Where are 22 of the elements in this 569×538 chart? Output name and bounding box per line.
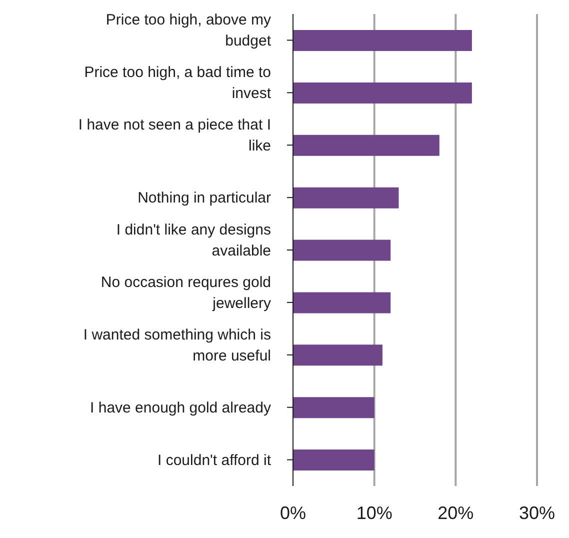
bar: [293, 82, 472, 104]
y-tick-label: Price too high, a bad time to invest: [84, 64, 272, 102]
bar: [293, 292, 391, 314]
bar: [293, 240, 391, 261]
bar: [293, 397, 374, 418]
bar: [293, 450, 374, 471]
bar: [293, 344, 382, 366]
y-tick-label: I couldn't afford it: [158, 451, 272, 468]
x-tick-label: 30%: [518, 502, 556, 523]
y-tick-label: Nothing in particular: [138, 189, 271, 206]
x-tick-label: 10%: [356, 502, 392, 523]
y-tick-label: I didn't like any designs available: [116, 221, 271, 259]
y-tick-label: I have not seen a piece that I like: [78, 116, 271, 154]
y-tick-label: Price too high, above my budget: [106, 11, 272, 50]
x-tick-label: 0%: [280, 502, 306, 523]
x-tick-label: 20%: [438, 502, 474, 523]
bar: [293, 134, 440, 156]
y-tick-label: I wanted something which is more useful: [83, 326, 271, 364]
y-tick-label: I have enough gold already: [90, 398, 272, 416]
bar: [293, 187, 399, 208]
bar: [293, 30, 472, 51]
y-tick-label: No occasion requres gold jewellery: [100, 273, 272, 312]
